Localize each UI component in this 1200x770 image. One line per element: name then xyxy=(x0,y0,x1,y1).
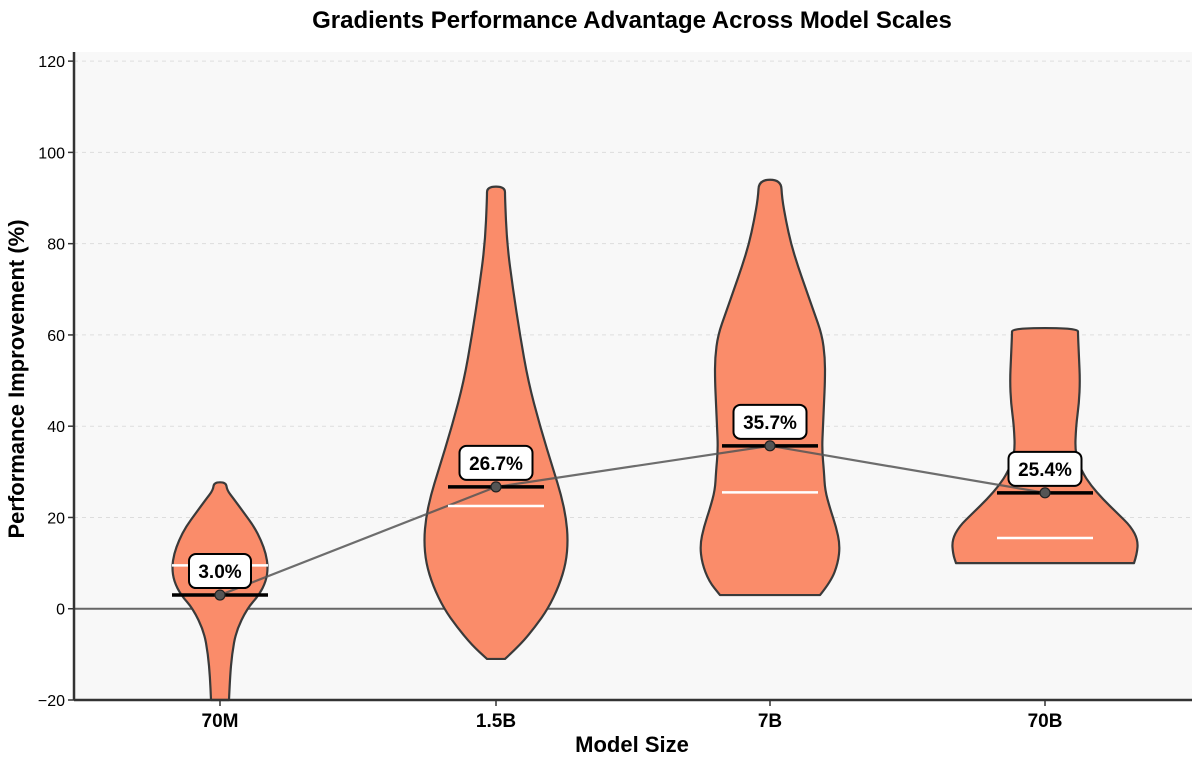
x-tick-label: 7B xyxy=(758,711,782,732)
mean-point-7B xyxy=(764,440,776,452)
y-axis-label: Performance Improvement (%) xyxy=(4,219,29,538)
x-tick-label: 70B xyxy=(1028,711,1063,732)
violin-1.5B xyxy=(423,185,569,661)
x-tick-label: 70M xyxy=(202,711,239,732)
y-tick-label: 40 xyxy=(47,419,65,436)
mean-point-70B xyxy=(1039,487,1051,499)
x-axis-ticks: 70M 1.5B 7B 70B xyxy=(202,700,1063,732)
annotation-label: 3.0% xyxy=(198,562,241,583)
y-tick-label: −20 xyxy=(38,693,65,710)
annotation-label: 25.4% xyxy=(1018,460,1072,481)
y-tick-label: 80 xyxy=(47,237,65,254)
annotation-label: 35.7% xyxy=(743,413,797,434)
violin-70B xyxy=(951,326,1139,565)
annotation-box xyxy=(732,403,808,440)
y-tick-label: 120 xyxy=(38,54,65,71)
chart-title: Gradients Performance Advantage Across M… xyxy=(312,7,952,34)
y-tick-label: 20 xyxy=(47,510,65,527)
x-tick-label: 1.5B xyxy=(476,711,516,732)
annotation-label: 26.7% xyxy=(469,454,523,475)
y-tick-label: 60 xyxy=(47,328,65,345)
y-tick-label: 0 xyxy=(56,602,65,619)
annotation-box xyxy=(458,444,534,481)
annotation-box xyxy=(188,553,252,590)
y-axis-ticks: −20 0 20 40 60 80 100 120 xyxy=(38,54,74,710)
mean-point-70M xyxy=(214,589,226,601)
mean-annotations: 3.0% 26.7% 35.7% 25.4% xyxy=(188,403,1083,590)
mean-point-1.5B xyxy=(490,481,502,493)
mean-trend-line xyxy=(219,444,1046,597)
y-tick-label: 100 xyxy=(38,145,65,162)
annotation-box xyxy=(1007,450,1083,487)
x-axis-label: Model Size xyxy=(575,732,689,757)
